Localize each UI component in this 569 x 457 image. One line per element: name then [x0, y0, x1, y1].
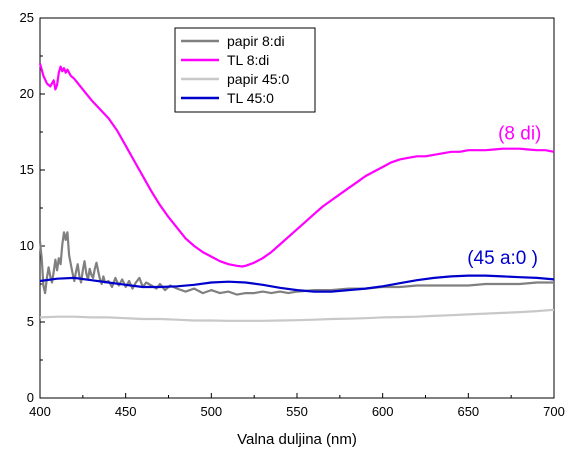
axis-ticks: 400 450 500 550 600 650 700 0 5 10 15 20 25 [20, 10, 565, 419]
x-tick-label: 500 [200, 404, 222, 419]
annotations: (8 di) (45 a:0 ) [467, 124, 541, 270]
series-line [39, 308, 555, 322]
y-tick-label: 10 [20, 238, 34, 253]
x-tick-label: 550 [286, 404, 308, 419]
y-tick-label: 0 [27, 390, 34, 405]
y-tick-label: 5 [27, 314, 34, 329]
x-tick-label: 400 [29, 404, 51, 419]
x-axis-title: Valna duljina (nm) [237, 431, 357, 448]
y-tick-label: 25 [20, 10, 34, 25]
y-tick-label: 20 [20, 86, 34, 101]
annotation-label: (45 a:0 ) [467, 248, 538, 269]
series-line [38, 63, 555, 268]
annotation-label: (8 di) [498, 124, 541, 145]
series-lines [38, 63, 555, 322]
legend-entry: TL 8:di [227, 52, 269, 68]
legend-entry: TL 45:0 [227, 90, 274, 106]
series-line [39, 274, 555, 293]
legend-entry: papir 8:di [227, 33, 285, 49]
legend: papir 8:di TL 8:di papir 45:0 TL 45:0 [174, 27, 316, 113]
y-tick-label: 15 [20, 162, 34, 177]
legend-entry: papir 45:0 [227, 71, 289, 87]
x-tick-label: 450 [115, 404, 137, 419]
x-tick-label: 600 [372, 404, 394, 419]
x-tick-label: 650 [457, 404, 479, 419]
x-tick-label: 700 [543, 404, 565, 419]
